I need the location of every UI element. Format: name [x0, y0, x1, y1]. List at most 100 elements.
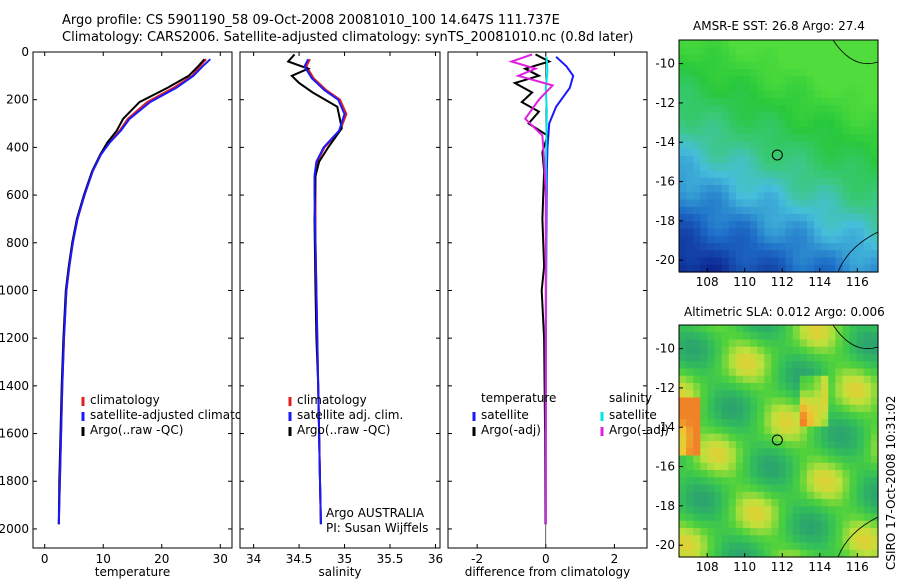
heatmap-cell [835, 513, 844, 522]
heatmap-cell [742, 47, 751, 56]
heatmap-cell [693, 520, 701, 529]
heatmap-cell [870, 112, 879, 121]
heatmap-cell [835, 397, 844, 406]
heatmap-cell [757, 105, 765, 114]
heatmap-cell [799, 506, 808, 515]
heatmap-cell [771, 112, 780, 121]
heatmap-cell [792, 535, 801, 544]
heatmap-cell [750, 339, 758, 348]
heatmap-cell [821, 535, 829, 544]
heatmap-cell [814, 412, 822, 420]
heatmap-cell [856, 134, 865, 143]
heatmap-cell [849, 98, 858, 106]
heatmap-cell [785, 61, 794, 70]
heatmap-cell [771, 185, 780, 193]
xtick-label: 30 [213, 552, 228, 566]
heatmap-cell [814, 257, 822, 266]
heatmap-cell [764, 325, 772, 333]
heatmap-cell [792, 354, 801, 362]
heatmap-cell [757, 368, 765, 377]
heatmap-cell [721, 520, 730, 529]
heatmap-cell [742, 90, 751, 99]
heatmap-cell [750, 441, 758, 449]
heatmap-cell [686, 520, 694, 529]
heatmap-cell [714, 528, 723, 536]
heatmap-cell [799, 243, 808, 251]
xtick-label: 114 [808, 560, 831, 574]
heatmap-cell [814, 119, 822, 128]
heatmap-cell [679, 441, 687, 449]
heatmap-cell [849, 228, 858, 237]
heatmap-cell [856, 264, 865, 273]
heatmap-cell [742, 228, 751, 237]
heatmap-cell [842, 484, 851, 493]
heatmap-cell [693, 419, 701, 428]
heatmap-cell [828, 506, 836, 515]
heatmap-cell [814, 112, 822, 121]
heatmap-cell [842, 228, 851, 237]
heatmap-cell [728, 520, 737, 529]
ytick-label: -16 [655, 460, 675, 474]
heatmap-cell [771, 243, 780, 251]
heatmap-cell [679, 513, 687, 522]
heatmap-cell [814, 243, 822, 251]
heatmap-cell [707, 361, 716, 370]
heatmap-cell [750, 141, 758, 150]
heatmap-cell [870, 257, 879, 266]
heatmap-cell [814, 199, 822, 208]
heatmap-cell [707, 134, 716, 143]
heatmap-cell [686, 354, 694, 362]
heatmap-cell [693, 484, 701, 493]
heatmap-cell [821, 243, 829, 251]
heatmap-cell [700, 484, 709, 493]
heatmap-cell [870, 426, 879, 435]
heatmap-cell [806, 383, 815, 391]
heatmap-cell [821, 264, 829, 273]
heatmap-cell [792, 76, 801, 85]
heatmap-cell [821, 433, 829, 442]
heatmap-cell [792, 134, 801, 143]
heatmap-cell [870, 199, 879, 208]
heatmap-cell [686, 433, 694, 442]
heatmap-cell [693, 462, 701, 471]
heatmap-cell [735, 448, 744, 457]
heatmap-cell [806, 426, 815, 435]
heatmap-cell [806, 448, 815, 457]
heatmap-cell [714, 361, 723, 370]
heatmap-cell [714, 90, 723, 99]
heatmap-cell [686, 325, 694, 333]
heatmap-cell [757, 404, 765, 413]
heatmap-cell [750, 397, 758, 406]
heatmap-cell [707, 235, 716, 244]
heatmap-cell [870, 83, 879, 92]
heatmap-cell [700, 426, 709, 435]
heatmap-cell [707, 419, 716, 428]
heatmap-cell [714, 484, 723, 493]
heatmap-cell [842, 441, 851, 449]
heatmap-cell [735, 105, 744, 114]
heatmap-cell [863, 549, 872, 558]
heatmap-cell [792, 206, 801, 215]
heatmap-cell [792, 170, 801, 179]
heatmap-cell [686, 119, 694, 128]
heatmap-cell [735, 170, 744, 179]
heatmap-cell [721, 47, 730, 56]
heatmap-cell [707, 141, 716, 150]
heatmap-cell [742, 513, 751, 522]
heatmap-cell [835, 433, 844, 442]
heatmap-cell [700, 462, 709, 471]
heatmap-cell [856, 235, 865, 244]
heatmap-cell [821, 235, 829, 244]
heatmap-cell [771, 192, 780, 201]
heatmap-cell [856, 339, 865, 348]
heatmap-cell [785, 332, 794, 341]
heatmap-cell [757, 491, 765, 500]
heatmap-cell [778, 250, 787, 259]
heatmap-cell [700, 105, 709, 114]
heatmap-cell [686, 542, 694, 551]
heatmap-cell [686, 264, 694, 273]
heatmap-cell [771, 199, 780, 208]
heatmap-cell [799, 214, 808, 222]
heatmap-cell [721, 156, 730, 164]
heatmap-cell [778, 354, 787, 362]
